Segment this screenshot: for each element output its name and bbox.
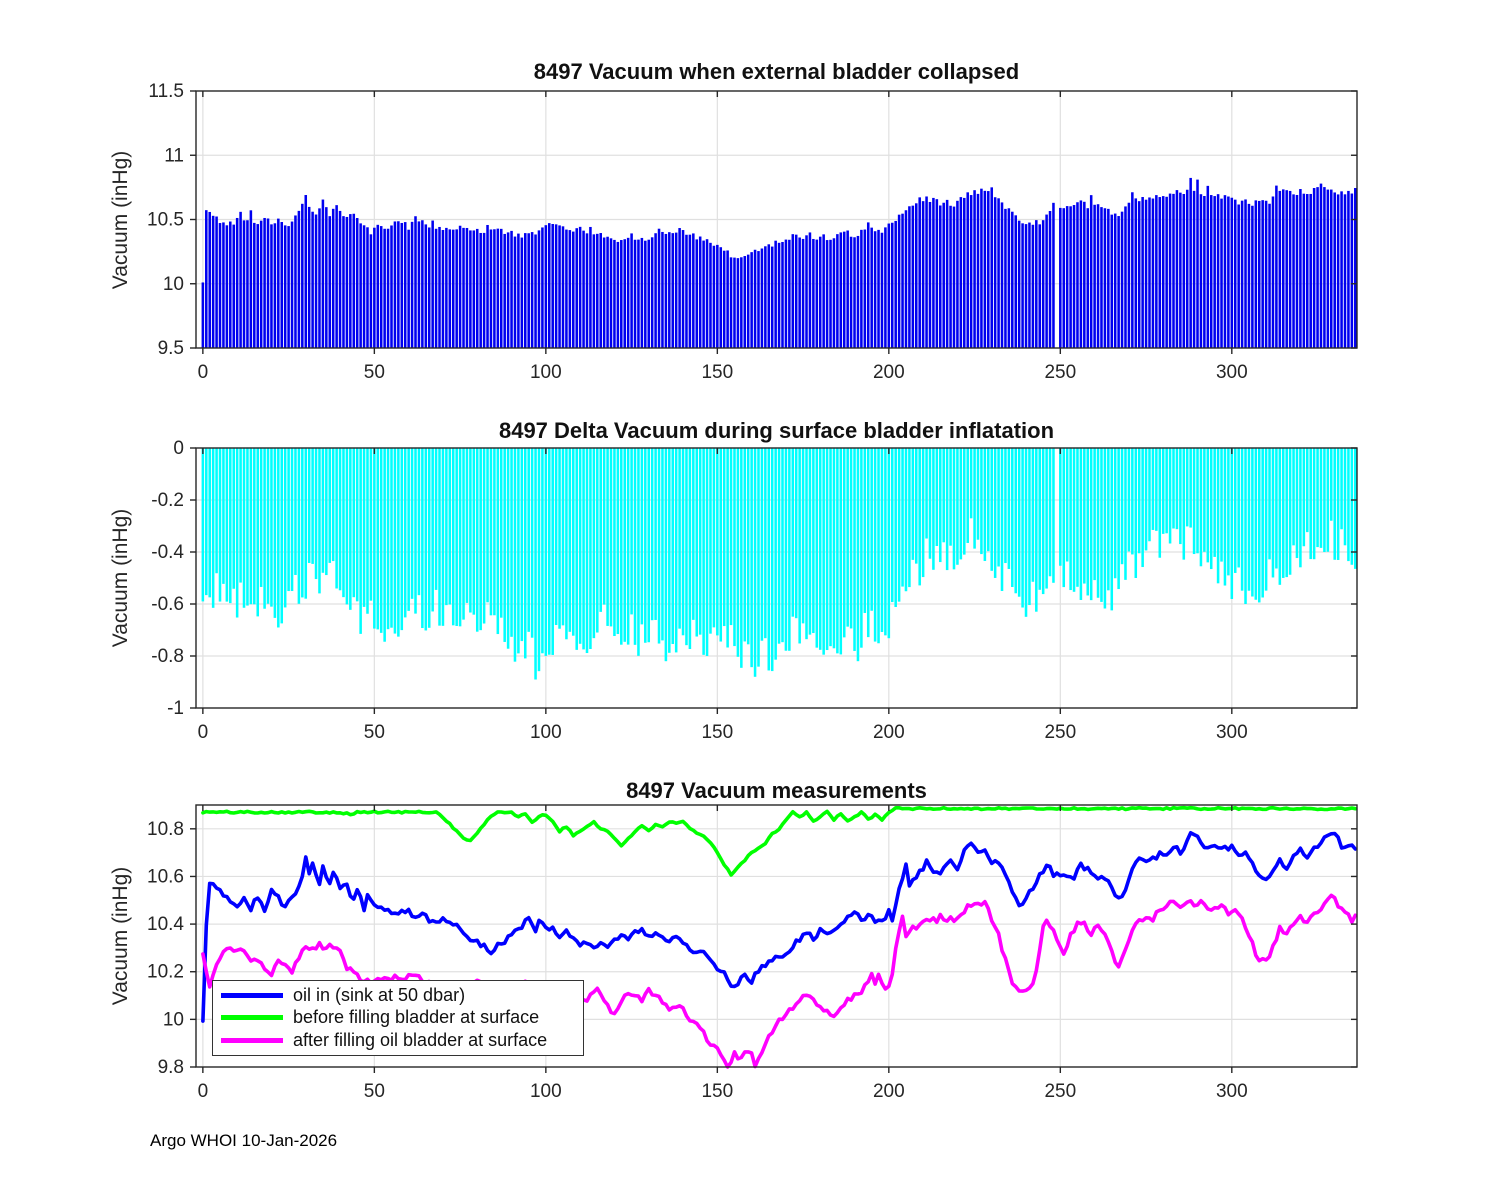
chart1-title: 8497 Vacuum when external bladder collap… [533,59,1020,84]
axes-border [195,804,1358,1068]
svg-text:10.5: 10.5 [147,210,184,231]
svg-text:250: 250 [1044,1081,1076,1102]
svg-text:0: 0 [198,722,209,743]
tick-labels: 0 50 100 150 200 250 300 9.5 10 10.5 11 11.5 [147,81,1248,383]
svg-text:100: 100 [530,722,562,743]
svg-text:10: 10 [163,274,184,295]
svg-text:0: 0 [198,1081,209,1102]
svg-text:50: 50 [364,722,385,743]
tick-marks [190,805,1357,1073]
legend-item-after-filling: after filling oil bladder at surface [213,1030,583,1052]
svg-text:-0.4: -0.4 [151,542,184,563]
svg-text:10: 10 [163,1009,184,1030]
svg-text:10.6: 10.6 [147,866,184,887]
svg-text:150: 150 [701,362,733,383]
chart3-ylabel: Vacuum (inHg) [109,866,132,1006]
tick-marks [190,447,1357,714]
svg-text:11.5: 11.5 [148,81,184,102]
axes-border [195,447,1358,709]
legend-line-magenta-icon [221,1038,283,1044]
svg-text:10.4: 10.4 [147,914,184,935]
legend-line-green-icon [221,1015,283,1021]
svg-text:0: 0 [173,438,184,459]
legend-label: oil in (sink at 50 dbar) [293,984,466,1005]
svg-text:-0.2: -0.2 [151,490,184,511]
chart-1-group: 0 50 100 150 200 250 300 9.5 10 10.5 11 11.5 [147,81,1358,383]
svg-text:100: 100 [530,1081,562,1102]
chart-3-group: 0 50 100 150 200 250 300 9.8 10 10.2 10.4 10.6 10.8 [147,804,1358,1102]
legend-label: before filling bladder at surface [293,1007,540,1028]
svg-text:200: 200 [873,722,905,743]
chart-2-group: 0 50 100 150 200 250 300 0 -0.2 -0.4 -0.6 -0.8 -1 [151,438,1358,743]
svg-text:300: 300 [1216,1081,1248,1102]
svg-text:10.8: 10.8 [147,819,184,840]
svg-text:250: 250 [1044,722,1076,743]
svg-text:0: 0 [198,362,209,383]
svg-text:-1: -1 [167,698,184,719]
svg-text:100: 100 [530,362,562,383]
svg-text:150: 150 [701,1081,733,1102]
series-line-2 [201,893,1358,1069]
svg-text:50: 50 [364,1081,385,1102]
svg-text:11: 11 [164,145,184,166]
svg-text:50: 50 [364,362,385,383]
chart2-title: 8497 Delta Vacuum during surface bladder… [498,418,1055,443]
delta-vacuum-bars [201,448,1357,680]
chart3-title: 8497 Vacuum measurements [626,778,927,803]
svg-text:-0.8: -0.8 [151,646,184,667]
tick-labels: 0 50 100 150 200 250 300 0 -0.2 -0.4 -0.6 -0.8 -1 [151,438,1247,743]
tick-marks [190,90,1357,354]
svg-text:9.8: 9.8 [158,1057,184,1078]
tick-labels: 0 50 100 150 200 250 300 9.8 10 10.2 10.4 10.6 10.8 [147,819,1248,1102]
svg-text:300: 300 [1216,362,1248,383]
legend-item-before-filling: before filling bladder at surface [213,1007,583,1029]
chart2-ylabel: Vacuum (inHg) [109,508,132,648]
vacuum-bars [201,177,1357,348]
svg-text:9.5: 9.5 [158,338,184,359]
svg-text:200: 200 [873,1081,905,1102]
svg-text:200: 200 [873,362,905,383]
svg-text:300: 300 [1216,722,1248,743]
svg-text:-0.6: -0.6 [151,594,184,615]
legend-box: oil in (sink at 50 dbar) before filling … [212,980,584,1056]
svg-text:10.2: 10.2 [147,962,184,983]
series-line-1 [201,805,1358,877]
svg-text:150: 150 [701,722,733,743]
legend-label: after filling oil bladder at surface [293,1030,548,1051]
chart1-ylabel: Vacuum (inHg) [109,150,132,290]
legend-line-blue-icon [221,992,283,998]
series-line-0 [201,830,1358,1023]
footer-text: Argo WHOI 10-Jan-2026 [150,1131,338,1150]
svg-text:250: 250 [1044,362,1076,383]
legend-item-oil-in: oil in (sink at 50 dbar) [213,984,583,1006]
